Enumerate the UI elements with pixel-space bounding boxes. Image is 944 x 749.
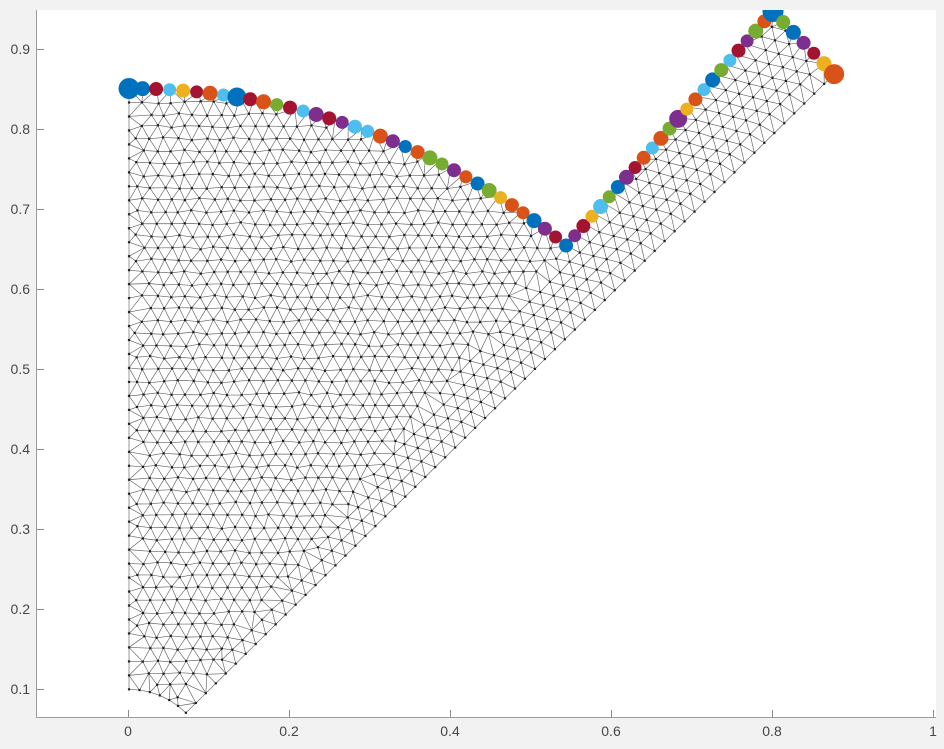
x-axis-tick bbox=[933, 710, 934, 717]
y-axis-tick-label: 0.4 bbox=[10, 441, 30, 457]
y-axis-tick-label: 0.9 bbox=[10, 40, 30, 57]
x-axis-tick-label: 0 bbox=[124, 723, 132, 739]
y-axis-tick-label: 0.7 bbox=[10, 200, 30, 217]
x-axis-tick-label: 0.4 bbox=[440, 723, 460, 739]
x-axis-tick bbox=[611, 710, 612, 717]
y-axis-tick bbox=[37, 449, 44, 450]
y-axis-tick-label: 0.1 bbox=[10, 681, 30, 698]
x-axis-tick bbox=[289, 710, 290, 717]
y-axis-tick-label: 0.5 bbox=[10, 360, 30, 377]
y-axis-tick-label: 0.2 bbox=[10, 601, 30, 618]
y-axis-tick bbox=[37, 128, 44, 130]
y-axis-tick-label: 0.6 bbox=[10, 280, 30, 297]
y-axis-tick bbox=[37, 689, 44, 691]
x-axis-tick bbox=[128, 710, 129, 717]
x-axis-tick-label: 0.2 bbox=[279, 723, 299, 739]
y-axis-tick bbox=[37, 48, 44, 50]
y-axis-tick bbox=[37, 208, 44, 210]
y-axis-tick bbox=[37, 288, 44, 290]
x-axis-tick-label: 0.8 bbox=[762, 723, 782, 739]
x-axis-tick bbox=[450, 710, 451, 717]
y-axis-tick bbox=[37, 368, 44, 370]
mesh-plot bbox=[37, 10, 936, 717]
plot-area bbox=[36, 10, 936, 718]
x-axis-tick bbox=[772, 710, 773, 717]
x-axis-tick-label: 1 bbox=[929, 723, 937, 739]
y-axis-tick bbox=[37, 529, 44, 531]
y-axis-tick bbox=[37, 609, 44, 611]
y-axis-tick-label: 0.3 bbox=[10, 521, 30, 538]
y-axis-tick-label: 0.8 bbox=[10, 120, 30, 137]
x-axis-tick-label: 0.6 bbox=[601, 723, 621, 739]
